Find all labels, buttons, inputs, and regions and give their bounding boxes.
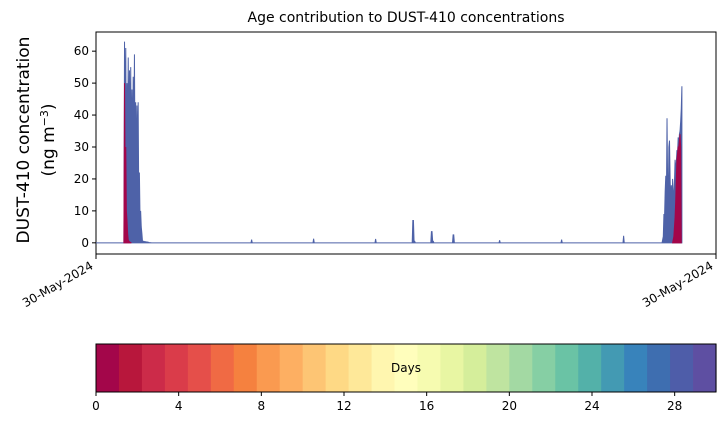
colorbar-cell (164, 344, 189, 392)
colorbar-frame (95, 343, 717, 393)
colorbar-cells (96, 344, 717, 392)
colorbar-cell (325, 344, 350, 392)
colorbar-cell (440, 344, 464, 392)
series-total-area (96, 41, 683, 244)
colorbar-cell (256, 344, 281, 392)
colorbar: Days 0 4 8 12 16 20 24 28 (92, 343, 717, 413)
colorbar-cell (187, 344, 212, 392)
colorbar-cell (693, 344, 717, 392)
colorbar-cell (141, 344, 166, 392)
colorbar-tick-label: 28 (667, 399, 682, 413)
y-tick-label: 10 (74, 204, 89, 218)
x-tick-label-left: 30-May-2024 (20, 258, 95, 310)
colorbar-tick-label: 24 (584, 399, 599, 413)
colorbar-cell (279, 344, 304, 392)
y-tick-label: 40 (74, 108, 89, 122)
colorbar-cell (417, 344, 442, 392)
y-ticks: 0 10 20 30 40 50 60 (74, 44, 96, 250)
x-tick-label-right: 30-May-2024 (640, 258, 715, 310)
colorbar-tick-label: 20 (502, 399, 517, 413)
y-tick-label: 50 (74, 76, 89, 90)
colorbar-cell (578, 344, 602, 392)
colorbar-cell (96, 344, 120, 392)
x-ticks: 30-May-2024 30-May-2024 (20, 254, 717, 310)
colorbar-tick-label: 4 (175, 399, 183, 413)
colorbar-cell (509, 344, 533, 392)
y-axis-label-line2: (ng m−3) (38, 103, 60, 176)
colorbar-cell (463, 344, 487, 392)
colorbar-tick-label: 8 (258, 399, 266, 413)
plot-frame (95, 31, 717, 255)
colorbar-cell (210, 344, 235, 392)
colorbar-cell (394, 344, 419, 392)
y-tick-label: 20 (74, 172, 89, 186)
colorbar-cell (647, 344, 671, 392)
colorbar-ticks: 0 4 8 12 16 20 24 28 (92, 392, 682, 413)
y-tick-label: 60 (74, 44, 89, 58)
colorbar-cell (555, 344, 579, 392)
colorbar-cell (670, 344, 694, 392)
colorbar-cell (532, 344, 556, 392)
y-axis-label-line1: DUST-410 concentration (14, 37, 34, 244)
y-tick-label: 30 (74, 140, 89, 154)
chart-title: Age contribution to DUST-410 concentrati… (248, 10, 565, 26)
colorbar-tick-label: 12 (336, 399, 351, 413)
colorbar-cell (348, 344, 373, 392)
colorbar-tick-label: 0 (92, 399, 100, 413)
colorbar-label: Days (391, 361, 421, 375)
colorbar-cell (624, 344, 648, 392)
colorbar-cell (486, 344, 510, 392)
colorbar-cell (601, 344, 625, 392)
plot-area: 0 10 20 30 40 50 60 30-May-2024 30-May-2024 (20, 31, 717, 310)
colorbar-cell (371, 344, 396, 392)
colorbar-cell (233, 344, 258, 392)
colorbar-tick-label: 16 (419, 399, 434, 413)
y-tick-label: 0 (81, 236, 89, 250)
colorbar-cell (118, 344, 143, 392)
colorbar-cell (302, 344, 327, 392)
y-axis-label: DUST-410 concentration (ng m−3) (14, 37, 59, 244)
series-oldest-area (123, 83, 682, 244)
